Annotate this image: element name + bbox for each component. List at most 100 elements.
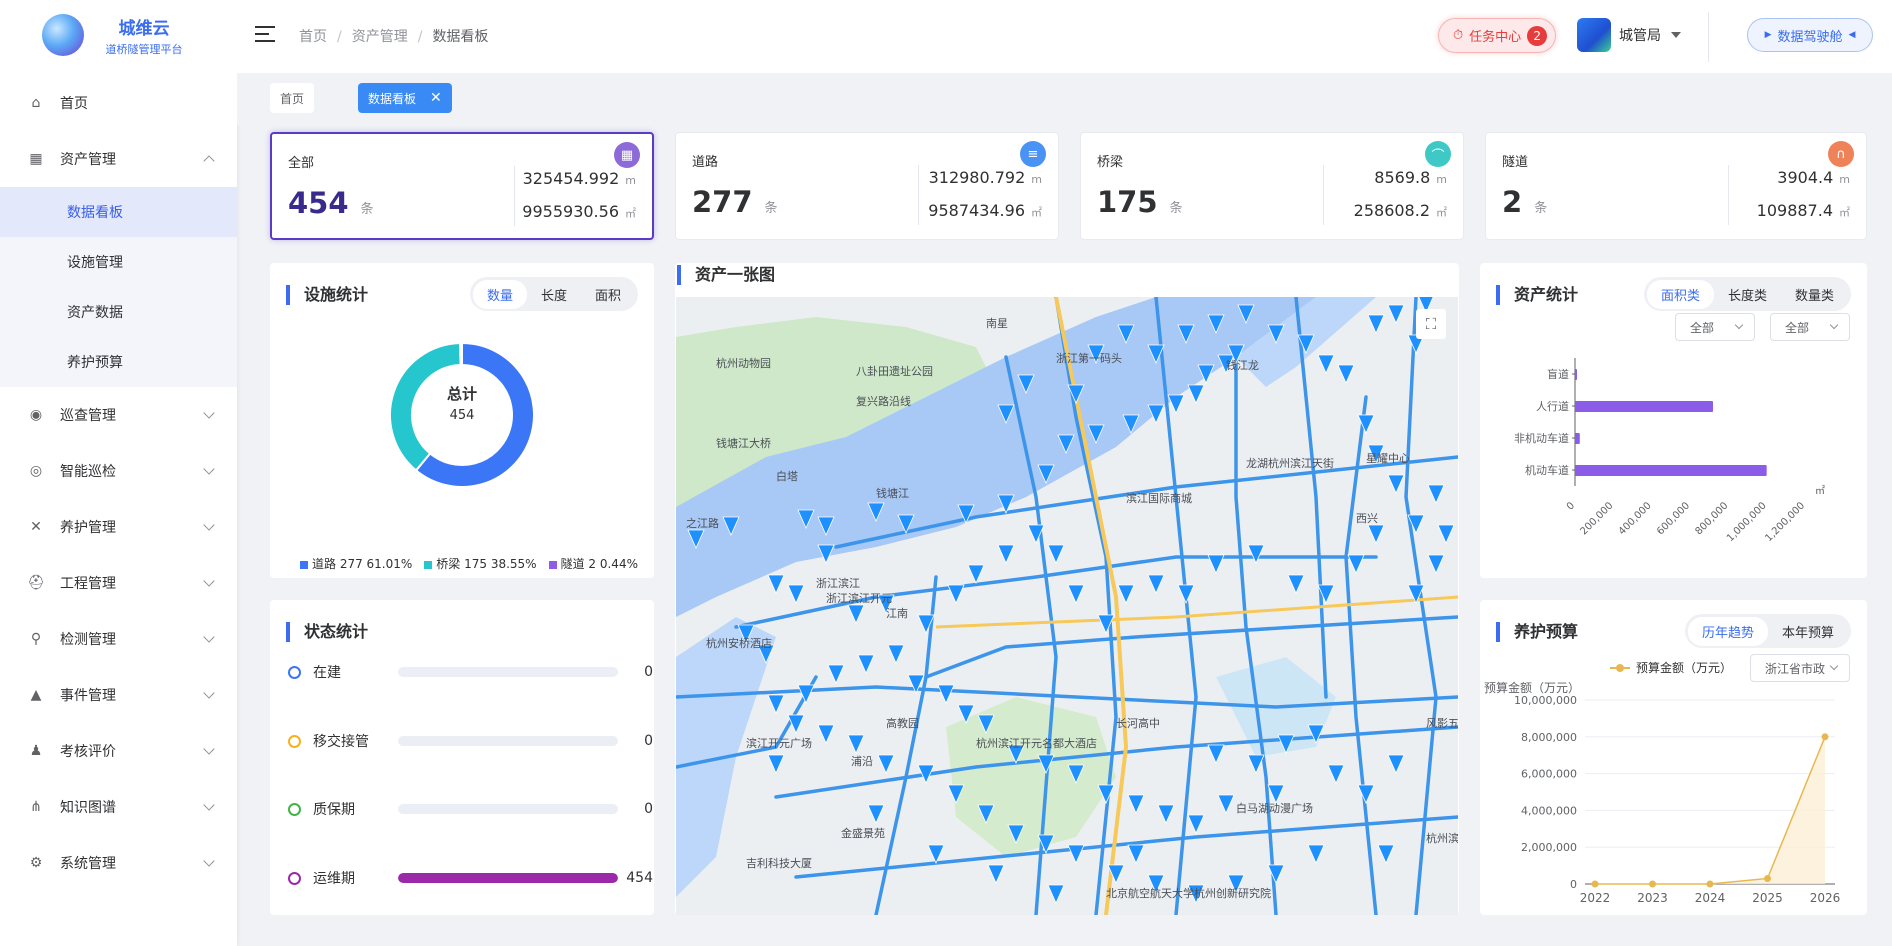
stat-card-road[interactable]: 道路 277 条 312980.792 m 9587434.96 ㎡ ≡ (675, 132, 1059, 240)
asset-marker-icon (967, 564, 985, 584)
sidebar-item-engineering[interactable]: ⛑ 工程管理 (0, 555, 237, 611)
y-tick-label: 2,000,000 (1521, 841, 1577, 854)
asset-marker-icon (1407, 514, 1425, 534)
asset-marker-icon (1387, 754, 1405, 774)
stat-card-bridge[interactable]: 桥梁 175 条 8569.8 m 258608.2 ㎡ ⌒ (1080, 132, 1464, 240)
tab-area-type[interactable]: 面积类 (1646, 279, 1714, 309)
brand-title: 城维云 (118, 19, 170, 39)
close-icon[interactable]: ✕ (430, 90, 442, 106)
asset-marker-icon (1317, 354, 1335, 374)
play-icon: ▶ (1764, 30, 1772, 40)
status-dot (288, 871, 301, 885)
asset-marker-icon (722, 516, 740, 536)
asset-marker-icon (977, 804, 995, 824)
region-select[interactable]: 浙江省市政 (1750, 654, 1850, 682)
x-tick-label: 2024 (1695, 891, 1726, 905)
asset-marker-icon (1067, 584, 1085, 604)
asset-marker-icon (867, 804, 885, 824)
sidebar-item-detection[interactable]: ⚲ 检测管理 (0, 611, 237, 667)
asset-marker-icon (1017, 374, 1035, 394)
bar-label: 人行道 (1536, 399, 1569, 413)
asset-marker-icon (937, 684, 955, 704)
asset-marker-icon (1357, 784, 1375, 804)
sidebar-subitem-budget[interactable]: 养护预算 (67, 355, 123, 371)
asset-marker-icon (1307, 844, 1325, 864)
sidebar-subitem-facility[interactable]: 设施管理 (67, 255, 123, 271)
sidebar-item-knowledge[interactable]: ⋔ 知识图谱 (0, 779, 237, 835)
stat-card-all[interactable]: 全部 454 条 325454.992 m 9955930.56 ㎡ ▦ (270, 132, 654, 240)
asset-marker-icon (927, 844, 945, 864)
tab-length-type[interactable]: 长度类 (1727, 288, 1767, 304)
area-fill (1595, 736, 1825, 884)
stat-area: 109887.4 ㎡ (1756, 201, 1850, 220)
asset-marker-icon (1267, 324, 1285, 344)
asset-marker-icon (917, 764, 935, 784)
asset-marker-icon (1087, 344, 1105, 364)
sidebar-item-inspection[interactable]: ◉ 巡查管理 (0, 387, 237, 443)
user-menu[interactable]: 城管局 (1577, 18, 1681, 52)
stat-area: 258608.2 ㎡ (1353, 201, 1447, 220)
asset-marker-icon (1177, 324, 1195, 344)
tab-area[interactable]: 面积 (594, 288, 621, 304)
donut-center-title: 总计 (446, 385, 477, 403)
asset-map[interactable]: 南星 杭州动物园 八卦田遗址公园 复兴路沿线 浙江第一码头 钱江龙 钱塘江大桥 白塔 钱塘江 之江… (676, 297, 1458, 915)
asset-marker-icon (1047, 884, 1065, 904)
sidebar-item-maintenance[interactable]: ✕ 养护管理 (0, 499, 237, 555)
data-point-2023 (1649, 880, 1656, 888)
asset-marker-icon (907, 674, 925, 694)
sidebar-item-evaluation[interactable]: ♟ 考核评价 (0, 723, 237, 779)
asset-marker-icon (1367, 524, 1385, 544)
menu-toggle-icon[interactable] (255, 26, 275, 42)
tab-trend[interactable]: 历年趋势 (1687, 616, 1768, 646)
sidebar-item-home[interactable]: ⌂ 首页 (0, 75, 237, 131)
map-place-label: 风影五造 (1426, 716, 1458, 730)
asset-marker-icon (1217, 794, 1235, 814)
filter-select-1[interactable]: 全部 (1675, 313, 1755, 341)
filter-select-2[interactable]: 全部 (1770, 313, 1850, 341)
donut-slice-隧道 (458, 341, 463, 367)
tab-count-type[interactable]: 数量类 (1794, 288, 1834, 304)
map-place-label: 龙湖杭州滨江天街 (1246, 456, 1334, 470)
sidebar-item-assets[interactable]: ▦ 资产管理 (0, 131, 237, 187)
sidebar-subitem-asset-data[interactable]: 资产数据 (67, 305, 123, 321)
graph-icon: ⋔ (30, 799, 42, 815)
fullscreen-icon[interactable]: ⛶ (1416, 309, 1446, 339)
map-place-label: 南星 (986, 317, 1008, 330)
top-header: 首页 / 资产管理 / 数据看板 ⏱ 任务中心 2 城管局 ▶ 数据驾驶舱 ◀ (237, 0, 1892, 73)
sidebar-subitem-dashboard[interactable]: 数据看板 (0, 187, 237, 237)
breadcrumb-item[interactable]: 首页 (299, 29, 327, 45)
sidebar: 城维云 道桥隧管理平台 ⌂ 首页 ▦ 资产管理 数据看板 设施管理 资产数据 养护预… (0, 0, 237, 946)
x-tick-label: 1,200,000 (1763, 500, 1807, 544)
asset-marker-icon (1037, 834, 1055, 854)
sidebar-item-label: 巡查管理 (60, 408, 116, 424)
tab-count[interactable]: 数量 (472, 279, 527, 309)
tab-current-year[interactable]: 本年预算 (1781, 625, 1834, 641)
asset-road-line (676, 675, 818, 769)
tag-label: 首页 (280, 91, 305, 106)
sidebar-item-system[interactable]: ⚙ 系统管理 (0, 835, 237, 891)
sidebar-item-smart-inspection[interactable]: ◎ 智能巡检 (0, 443, 237, 499)
logo-icon (42, 14, 84, 56)
tag-dashboard[interactable]: 数据看板 ✕ (358, 83, 452, 113)
map-place-label: 杭州动物园 (716, 356, 771, 370)
x-tick-label: 400,000 (1617, 500, 1654, 537)
asset-marker-icon (757, 644, 775, 664)
map-place-label: 杭州滨江开元名都大酒店 (976, 736, 1097, 750)
map-place-label: 滨江开元广场 (746, 736, 812, 750)
task-center-button[interactable]: ⏱ 任务中心 2 (1438, 18, 1556, 53)
sidebar-item-label: 首页 (60, 96, 88, 112)
chevron-down-icon (203, 855, 215, 867)
stat-area: 9955930.56 ㎡ (522, 202, 636, 221)
asset-marker-icon (1267, 864, 1285, 884)
asset-marker-icon (1122, 414, 1140, 434)
breadcrumb-item[interactable]: 资产管理 (351, 29, 408, 45)
asset-marker-icon (817, 516, 835, 536)
stat-length: 8569.8 m (1374, 168, 1447, 187)
sidebar-item-events[interactable]: ▲ 事件管理 (0, 667, 237, 723)
tab-length[interactable]: 长度 (540, 288, 567, 304)
cockpit-button[interactable]: ▶ 数据驾驶舱 ◀ (1747, 18, 1873, 52)
tag-home[interactable]: 首页 (270, 83, 315, 113)
status-bar (398, 804, 618, 814)
